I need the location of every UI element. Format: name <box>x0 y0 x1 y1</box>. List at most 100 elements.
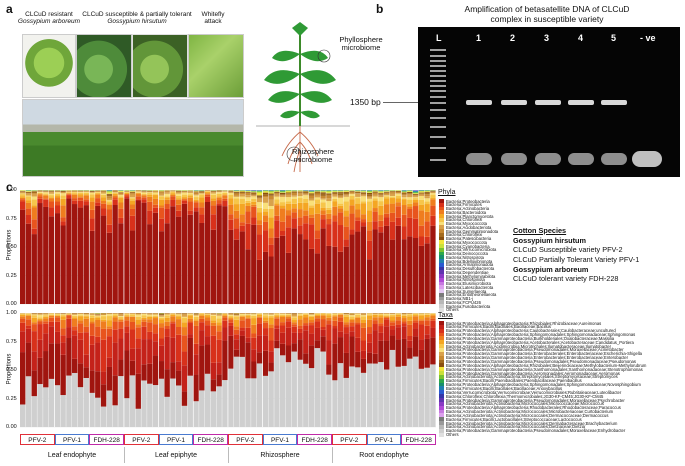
stacked-bar-segment <box>268 237 274 245</box>
ladder-band <box>430 55 446 57</box>
stacked-bar-segment <box>285 313 292 315</box>
stacked-bar-segment <box>112 405 118 427</box>
stacked-bar-segment <box>141 319 147 322</box>
stacked-bar-segment <box>89 313 95 315</box>
stacked-bar-segment <box>100 215 107 304</box>
stacked-bar-segment <box>285 193 292 195</box>
stacked-bar-segment <box>204 344 211 374</box>
stacked-bar-segment <box>262 208 269 212</box>
stacked-bar-segment <box>337 337 344 364</box>
stacked-bar-segment <box>193 343 199 355</box>
stacked-bar-segment <box>66 338 72 376</box>
stacked-bar-segment <box>135 324 141 328</box>
stacked-bar-segment <box>135 199 141 201</box>
stacked-bar-segment <box>60 319 66 329</box>
stacked-bar-segment <box>118 197 124 203</box>
lane-label-neg: - ve <box>640 33 656 43</box>
stacked-bar-segment <box>124 192 130 194</box>
stacked-bar-segment <box>89 370 95 393</box>
stacked-bar-segment <box>401 198 407 200</box>
legend-label: Bacteria;Actinobacteriota;Actinobacteria… <box>446 424 585 430</box>
stacked-bar-segment <box>37 324 43 340</box>
stacked-bar-segment <box>60 191 66 193</box>
stacked-bar-segment <box>291 191 297 192</box>
stacked-bar-segment <box>95 397 101 427</box>
stacked-bar-segment <box>366 210 373 222</box>
stacked-bar-segment <box>95 314 101 316</box>
stacked-bar-segment <box>268 256 274 304</box>
stacked-bar-segment <box>72 190 78 192</box>
stacked-bar-segment <box>181 194 188 198</box>
stacked-bar-segment <box>158 315 165 316</box>
stacked-bar-segment <box>118 196 124 198</box>
stacked-bar-segment <box>384 213 390 218</box>
stacked-bar-segment <box>314 195 321 198</box>
stacked-bar-segment <box>268 205 274 209</box>
stacked-bar-segment <box>89 323 95 336</box>
stacked-bar-segment <box>54 213 61 304</box>
bp-label: 1350 bp <box>350 97 381 107</box>
stacked-bar-segment <box>303 313 309 314</box>
stacked-bar-segment <box>274 191 280 193</box>
stacked-bar-segment <box>77 363 84 388</box>
stacked-bar-segment <box>308 207 315 215</box>
stacked-bar-segment <box>25 328 32 343</box>
stacked-bar-segment <box>66 195 72 199</box>
stacked-bar-segment <box>135 191 141 193</box>
legend-label: Bacteria;Myxococcota <box>446 239 487 245</box>
stacked-bar-segment <box>233 239 240 304</box>
stacked-bar-segment <box>222 195 228 199</box>
stacked-bar-segment <box>407 217 413 237</box>
stacked-bar-segment <box>83 318 89 327</box>
stacked-bar-segment <box>366 190 373 192</box>
stacked-bar-segment <box>77 207 84 304</box>
stacked-bar-segment <box>89 197 95 202</box>
stacked-bar-segment <box>37 384 43 427</box>
stacked-bar-segment <box>343 191 349 192</box>
stacked-bar-segment <box>245 195 251 198</box>
stacked-bar-segment <box>291 228 297 304</box>
cotton-plant-diagram <box>256 22 350 173</box>
legend-swatch <box>439 405 444 410</box>
stacked-bar-segment <box>164 336 170 370</box>
stacked-bar-segment <box>280 205 286 209</box>
stacked-bar-segment <box>262 322 269 329</box>
ladder-band <box>430 159 446 161</box>
stacked-bar-segment <box>106 191 113 192</box>
stacked-bar-segment <box>187 375 193 427</box>
stacked-bar-segment <box>326 207 332 210</box>
stacked-bar-segment <box>297 209 303 218</box>
stacked-bar-segment <box>326 324 332 341</box>
stacked-bar-segment <box>360 195 367 197</box>
stacked-bar-segment <box>20 192 26 194</box>
stacked-bar-segment <box>256 191 263 194</box>
stacked-bar-segment <box>424 338 430 368</box>
stacked-bar-segment <box>147 363 153 384</box>
legend-label: Bacteria;NB1-j <box>446 296 473 301</box>
stacked-bar-segment <box>54 205 61 214</box>
stacked-bar-segment <box>199 214 205 223</box>
legend-swatch <box>439 206 444 211</box>
stacked-bar-segment <box>141 194 147 196</box>
stacked-bar-segment <box>83 205 89 304</box>
legend-swatch <box>439 351 444 356</box>
stacked-bar-segment <box>291 212 297 219</box>
stacked-bar-segment <box>66 314 72 316</box>
stacked-bar-segment <box>378 317 384 324</box>
stacked-bar-segment <box>48 216 55 304</box>
stacked-bar-segment <box>280 313 286 315</box>
stacked-bar-segment <box>280 332 286 344</box>
stacked-bar-segment <box>158 191 165 193</box>
stacked-bar-segment <box>378 195 384 198</box>
stacked-bar-segment <box>418 349 425 369</box>
stacked-bar-segment <box>297 325 303 329</box>
stacked-bar-segment <box>187 337 193 376</box>
stacked-bar-segment <box>89 335 95 345</box>
stacked-bar-segment <box>308 333 315 346</box>
stacked-bar-segment <box>366 194 373 197</box>
stacked-bar-segment <box>412 195 419 198</box>
stacked-bar-segment <box>412 322 419 329</box>
stacked-bar-segment <box>118 359 124 377</box>
stacked-bar-segment <box>262 211 269 216</box>
stacked-bar-segment <box>233 196 240 199</box>
